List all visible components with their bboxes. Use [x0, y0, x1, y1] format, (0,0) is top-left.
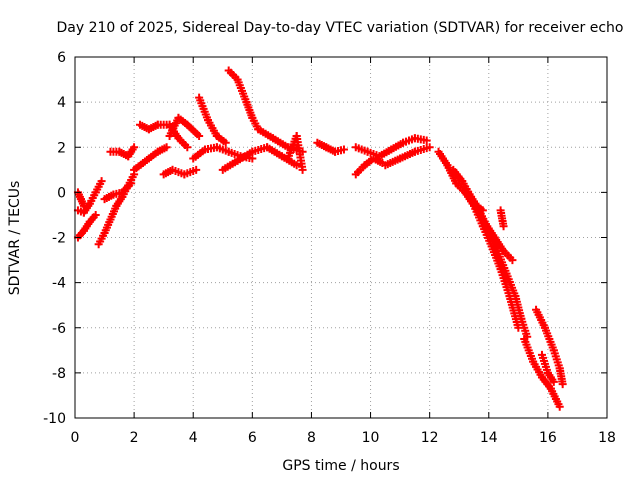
data-point — [130, 143, 139, 152]
x-tick-label: 10 — [362, 430, 380, 446]
grid-lines — [75, 57, 607, 418]
data-point — [339, 145, 348, 154]
data-point — [221, 138, 230, 147]
data-point — [499, 222, 508, 231]
x-tick-label: 14 — [480, 430, 498, 446]
axis-ticks: 0 2 4 6 8 10 12 14 16 18 -10 -8 -6 -4 -2 0 2 4 6 — [43, 50, 616, 446]
data-point — [292, 161, 301, 170]
x-axis-label: GPS time / hours — [282, 458, 399, 474]
y-axis-label: SDTVAR / TECUs — [7, 181, 23, 296]
data-point — [508, 256, 517, 265]
data-point — [79, 201, 88, 210]
y-tick-label: -2 — [52, 231, 66, 247]
data-point — [127, 179, 136, 188]
data-point — [91, 210, 100, 219]
x-tick-label: 8 — [307, 430, 316, 446]
data-point — [248, 154, 257, 163]
x-tick-label: 18 — [598, 430, 616, 446]
x-tick-label: 16 — [539, 430, 557, 446]
y-tick-label: -6 — [52, 321, 66, 337]
x-tick-label: 2 — [130, 430, 139, 446]
y-tick-label: 2 — [57, 140, 66, 156]
chart-title: Day 210 of 2025, Sidereal Day-to-day VTE… — [57, 20, 624, 36]
data-point — [195, 131, 204, 140]
y-tick-label: 6 — [57, 50, 66, 66]
y-tick-label: -8 — [52, 366, 66, 382]
y-tick-label: -4 — [52, 276, 66, 292]
x-tick-label: 12 — [421, 430, 439, 446]
y-tick-label: 4 — [57, 95, 66, 111]
data-point — [183, 143, 192, 152]
data-point — [298, 165, 307, 174]
x-tick-label: 0 — [71, 430, 80, 446]
data-point — [549, 377, 558, 386]
data-point — [558, 380, 567, 389]
data-point — [422, 136, 431, 145]
data-point — [97, 177, 106, 186]
y-tick-label: 0 — [57, 185, 66, 201]
y-tick-label: -10 — [43, 411, 66, 427]
data-points — [73, 66, 567, 411]
data-point — [555, 402, 564, 411]
data-point — [192, 165, 201, 174]
data-point — [425, 143, 434, 152]
data-point — [162, 143, 171, 152]
x-tick-label: 6 — [248, 430, 257, 446]
x-tick-label: 4 — [189, 430, 198, 446]
data-point — [478, 206, 487, 215]
